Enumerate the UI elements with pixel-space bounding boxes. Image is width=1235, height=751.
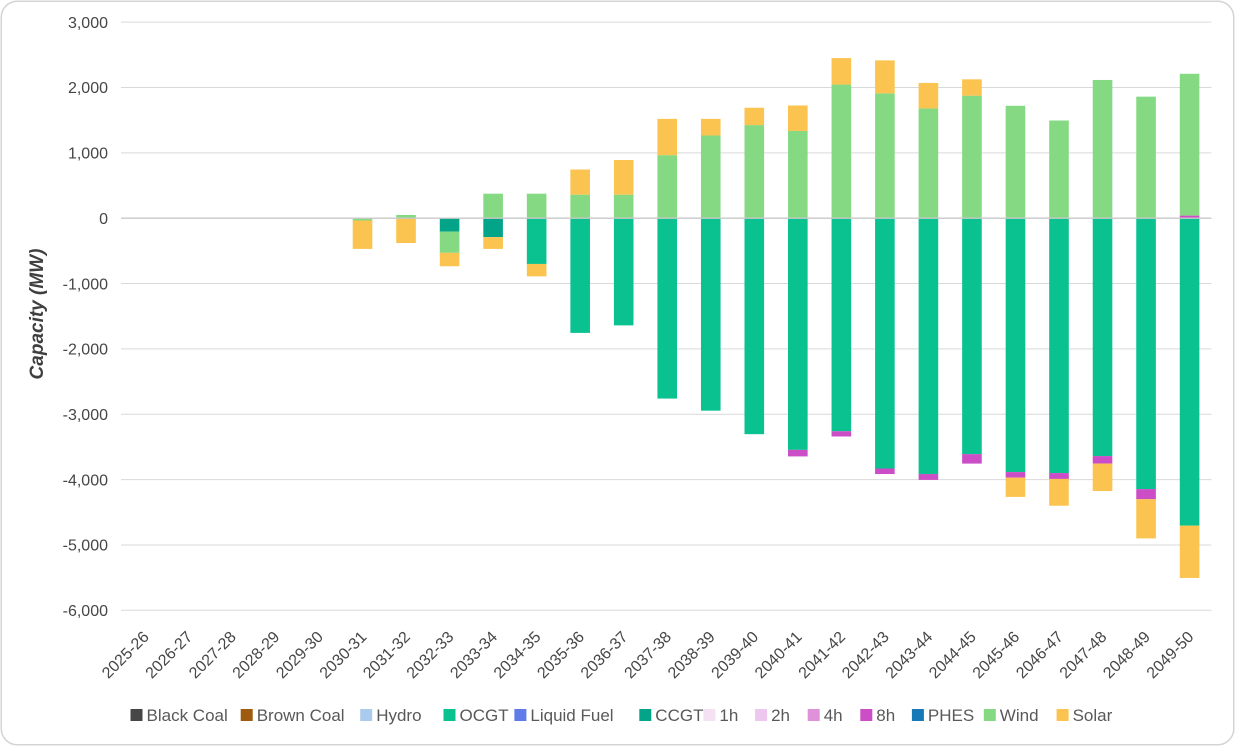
svg-text:-5,000: -5,000 [63, 538, 108, 555]
svg-text:Solar: Solar [1073, 706, 1113, 725]
svg-text:Black Coal: Black Coal [147, 706, 228, 725]
svg-text:Hydro: Hydro [376, 706, 421, 725]
svg-text:-4,000: -4,000 [63, 472, 108, 489]
svg-text:Wind: Wind [1000, 706, 1039, 725]
svg-text:2h: 2h [771, 706, 790, 725]
svg-text:1,000: 1,000 [68, 146, 108, 163]
svg-text:4h: 4h [824, 706, 843, 725]
svg-text:Brown Coal: Brown Coal [257, 706, 345, 725]
svg-text:8h: 8h [876, 706, 895, 725]
svg-text:-1,000: -1,000 [63, 276, 108, 293]
svg-text:CCGT: CCGT [655, 706, 703, 725]
svg-text:0: 0 [99, 211, 108, 228]
svg-text:2,000: 2,000 [68, 80, 108, 97]
svg-text:OCGT: OCGT [460, 706, 509, 725]
svg-text:-6,000: -6,000 [63, 603, 108, 620]
svg-text:3,000: 3,000 [68, 15, 108, 32]
svg-text:-3,000: -3,000 [63, 407, 108, 424]
svg-text:PHES: PHES [928, 706, 974, 725]
svg-text:-2,000: -2,000 [63, 342, 108, 359]
svg-text:Capacity (MW): Capacity (MW) [27, 249, 48, 380]
svg-text:1h: 1h [719, 706, 738, 725]
svg-text:Liquid Fuel: Liquid Fuel [530, 706, 613, 725]
